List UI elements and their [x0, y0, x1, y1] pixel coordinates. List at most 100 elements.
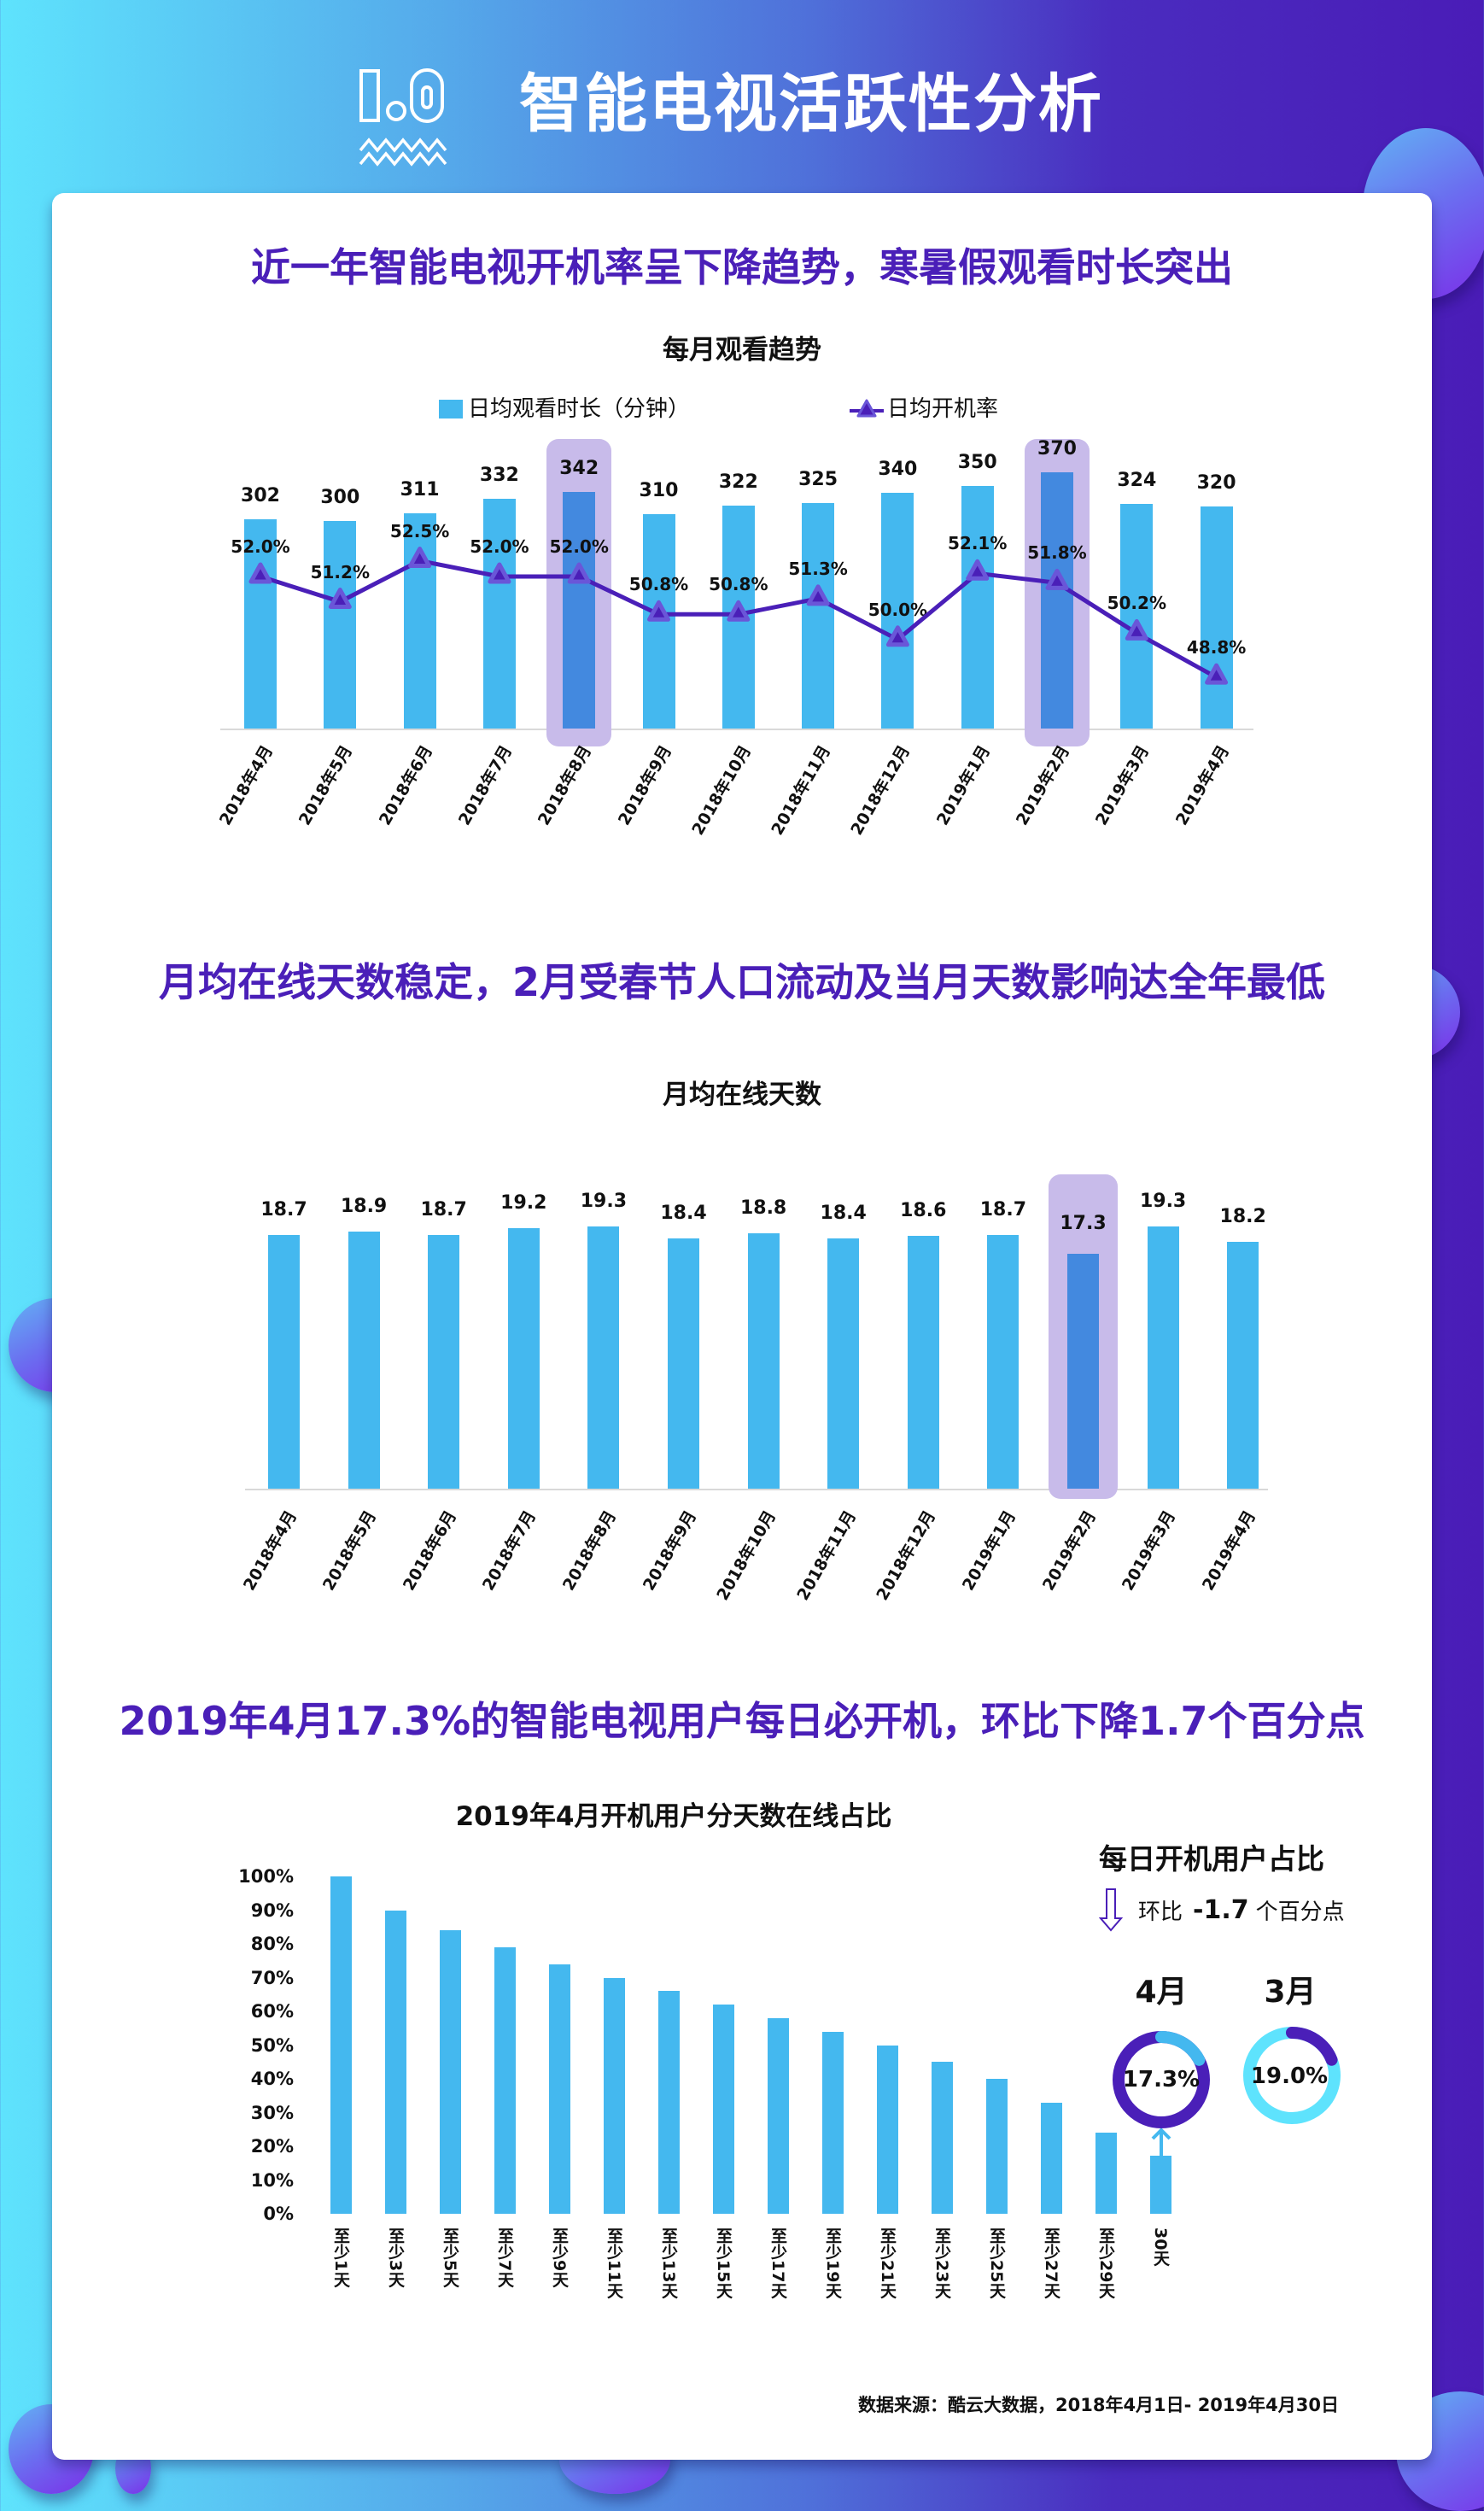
- donut-march-value: 19.0%: [1250, 2063, 1329, 2089]
- legend-bar-swatch-icon: [439, 400, 463, 418]
- bar-value-label: 19.2: [500, 1191, 547, 1214]
- bar-value-label: 18.7: [260, 1198, 307, 1220]
- y-axis-tick: 10%: [250, 2169, 294, 2191]
- x-axis-label: 至少21天: [878, 2227, 897, 2299]
- rate-value-label: 52.0%: [549, 536, 609, 557]
- bar-value-label: 18.4: [660, 1203, 707, 1225]
- donut-april-label: 4月: [1135, 1975, 1188, 2010]
- page-title: 智能电视活跃性分析: [519, 67, 1103, 141]
- bar: [713, 2005, 734, 2214]
- bar-value-label: 332: [479, 464, 519, 486]
- x-axis-label: 30天: [1151, 2227, 1170, 2267]
- y-axis-tick: 60%: [250, 2001, 294, 2022]
- y-axis-tick: 40%: [250, 2069, 294, 2089]
- bar-value-label: 18.6: [900, 1200, 947, 1222]
- bar-value-label: 18.4: [820, 1203, 867, 1225]
- rate-value-label: 48.8%: [1186, 637, 1247, 658]
- bar: [403, 512, 436, 729]
- rate-value-label: 50.8%: [628, 574, 689, 595]
- bar: [987, 1234, 1020, 1489]
- section2-headline: 月均在线天数稳定，2月受春节人口流动及当月天数影响达全年最低: [158, 959, 1325, 1005]
- bar: [907, 1236, 939, 1489]
- bar: [986, 2079, 1008, 2214]
- bar-value-label: 18.8: [739, 1197, 787, 1220]
- bar-value-label: 17.3: [1060, 1213, 1107, 1234]
- bar: [494, 1946, 516, 2214]
- bar-value-label: 18.9: [340, 1196, 388, 1218]
- bar: [1150, 2155, 1171, 2214]
- y-axis-tick: 0%: [263, 2204, 294, 2224]
- bar: [877, 2045, 898, 2214]
- x-axis-label: 至少19天: [823, 2227, 842, 2299]
- rate-value-label: 52.0%: [470, 536, 529, 557]
- x-axis-label: 至少17天: [768, 2227, 787, 2299]
- bar: [324, 520, 357, 729]
- bar: [1095, 2133, 1117, 2214]
- y-axis-tick: 90%: [250, 1899, 294, 1921]
- arrow-down-icon: [1099, 1888, 1123, 1932]
- y-axis-tick: 30%: [250, 2102, 294, 2123]
- x-axis-label: 至少11天: [605, 2227, 623, 2299]
- bar: [961, 486, 994, 729]
- x-axis-label: 至少29天: [1096, 2227, 1115, 2299]
- bar-value-label: 18.7: [420, 1198, 467, 1220]
- data-source: 数据来源：酷云大数据，2018年4月1日- 2019年4月30日: [858, 2395, 1339, 2415]
- arrow-up-icon: [1151, 2128, 1171, 2161]
- bar-value-label: 370: [1037, 437, 1077, 459]
- bar: [440, 1930, 461, 2214]
- bar: [507, 1227, 540, 1489]
- bar: [604, 1977, 625, 2214]
- bar-value-label: 340: [878, 459, 918, 481]
- rate-value-label: 51.8%: [1027, 542, 1087, 564]
- bar: [747, 1233, 780, 1489]
- rate-value-label: 50.2%: [1107, 593, 1166, 614]
- bar-value-label: 320: [1196, 472, 1236, 495]
- x-axis-label: 至少3天: [386, 2227, 405, 2288]
- bar-value-label: 302: [241, 485, 280, 507]
- bar: [385, 1910, 406, 2214]
- chart2-baseline: [245, 1489, 1268, 1490]
- bar: [428, 1234, 460, 1489]
- legend-line-triangle-icon: [850, 399, 884, 418]
- bar: [1147, 1226, 1179, 1489]
- y-axis-tick: 100%: [238, 1866, 294, 1887]
- section3-headline: 2019年4月17.3%的智能电视用户每日必开机，环比下降1.7个百分点: [119, 1698, 1365, 1744]
- bar: [658, 1991, 680, 2214]
- bar-value-label: 311: [400, 478, 440, 500]
- bar: [482, 498, 516, 729]
- chart1-title: 每月观看趋势: [663, 335, 821, 366]
- y-axis-tick: 20%: [250, 2136, 294, 2157]
- rate-value-label: 50.0%: [868, 599, 928, 620]
- bar-value-label: 342: [559, 457, 599, 479]
- bar-value-label: 19.3: [580, 1191, 628, 1213]
- x-axis-label: 至少13天: [659, 2227, 678, 2299]
- chart3-title: 2019年4月开机用户分天数在线占比: [455, 1801, 892, 1832]
- bar-value-label: 322: [718, 471, 758, 493]
- legend-bar-label: 日均观看时长（分钟）: [468, 396, 691, 422]
- rate-value-label: 52.5%: [389, 520, 450, 541]
- x-axis-label: 至少25天: [987, 2227, 1006, 2299]
- x-axis-label: 至少27天: [1042, 2227, 1060, 2299]
- x-axis-label: 至少7天: [495, 2227, 514, 2288]
- bar: [1120, 504, 1154, 729]
- rate-value-label: 52.0%: [231, 536, 290, 557]
- x-axis-label: 至少5天: [441, 2227, 459, 2288]
- chart1-legend-line: 日均开机率: [850, 395, 998, 424]
- bar: [268, 1234, 300, 1489]
- chart1-legend-bar: 日均观看时长（分钟）: [439, 395, 690, 424]
- bar: [1041, 2102, 1062, 2214]
- y-axis-tick: 50%: [250, 2034, 294, 2056]
- bar: [802, 503, 835, 729]
- rate-value-label: 50.8%: [709, 574, 768, 595]
- bar: [348, 1232, 380, 1489]
- donut-april-chart: [1113, 2031, 1210, 2128]
- bar: [563, 491, 596, 729]
- x-axis-label: 至少15天: [714, 2227, 733, 2299]
- section1-headline: 近一年智能电视开机率呈下降趋势，寒暑假观看时长突出: [251, 244, 1233, 290]
- bar-value-label: 324: [1117, 470, 1157, 492]
- mom-prefix: 环比: [1138, 1899, 1183, 1925]
- bar: [1200, 506, 1233, 729]
- bar: [587, 1226, 620, 1489]
- mom-change: 环比 -1.7 个百分点: [1099, 1888, 1345, 1932]
- rate-value-label: 51.2%: [310, 561, 370, 582]
